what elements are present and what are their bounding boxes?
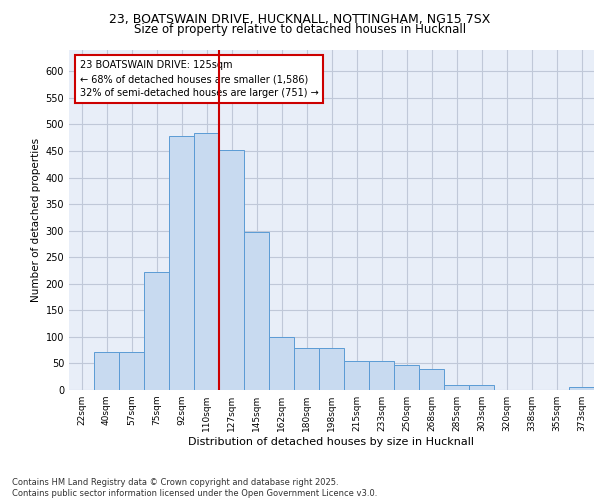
- X-axis label: Distribution of detached houses by size in Hucknall: Distribution of detached houses by size …: [188, 437, 475, 447]
- Bar: [569, 388, 594, 390]
- Bar: [419, 369, 444, 390]
- Bar: [369, 361, 394, 390]
- Bar: [469, 384, 494, 390]
- Text: 23 BOATSWAIN DRIVE: 125sqm
← 68% of detached houses are smaller (1,586)
32% of s: 23 BOATSWAIN DRIVE: 125sqm ← 68% of deta…: [79, 60, 318, 98]
- Text: 23, BOATSWAIN DRIVE, HUCKNALL, NOTTINGHAM, NG15 7SX: 23, BOATSWAIN DRIVE, HUCKNALL, NOTTINGHA…: [109, 12, 491, 26]
- Bar: [94, 352, 119, 390]
- Bar: [169, 136, 194, 390]
- Bar: [444, 384, 469, 390]
- Text: Size of property relative to detached houses in Hucknall: Size of property relative to detached ho…: [134, 22, 466, 36]
- Bar: [344, 361, 369, 390]
- Bar: [219, 150, 244, 390]
- Bar: [244, 232, 269, 390]
- Bar: [294, 348, 319, 390]
- Bar: [194, 134, 219, 390]
- Bar: [269, 337, 294, 390]
- Bar: [394, 364, 419, 390]
- Text: Contains HM Land Registry data © Crown copyright and database right 2025.
Contai: Contains HM Land Registry data © Crown c…: [12, 478, 377, 498]
- Bar: [144, 272, 169, 390]
- Bar: [319, 348, 344, 390]
- Bar: [119, 352, 144, 390]
- Y-axis label: Number of detached properties: Number of detached properties: [31, 138, 41, 302]
